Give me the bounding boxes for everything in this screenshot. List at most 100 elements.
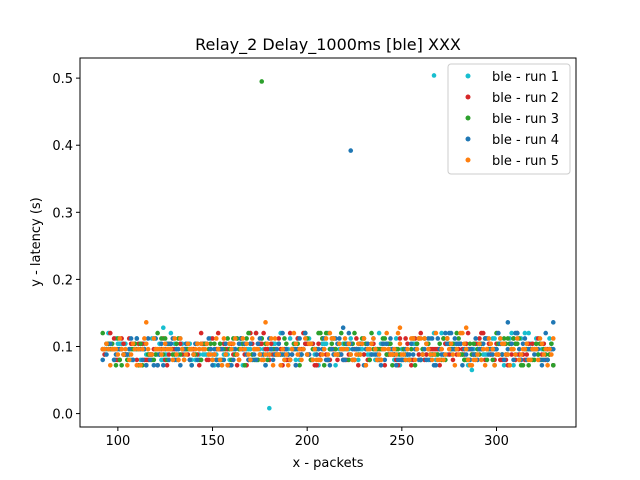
data-point: [276, 352, 282, 357]
data-point: [212, 341, 217, 347]
data-point: [325, 352, 331, 357]
data-point: [282, 336, 287, 341]
data-point: [367, 357, 372, 363]
data-point: [100, 330, 106, 336]
data-point: [111, 336, 117, 341]
data-point: [361, 336, 367, 341]
data-point: [153, 352, 159, 357]
data-point: [134, 362, 140, 368]
data-point: [374, 357, 380, 363]
data-point: [435, 336, 441, 341]
data-point: [217, 357, 223, 363]
data-point: [117, 357, 123, 363]
data-point: [463, 346, 469, 352]
data-point: [143, 362, 149, 368]
data-point: [460, 330, 465, 336]
data-point: [488, 341, 494, 347]
data-point: [448, 330, 454, 336]
data-point: [253, 330, 259, 336]
data-point: [107, 330, 113, 336]
data-point: [253, 357, 259, 363]
data-point: [435, 352, 441, 357]
data-point: [107, 341, 113, 347]
data-point: [261, 357, 266, 363]
points-layer: [100, 73, 556, 411]
data-point: [248, 346, 253, 352]
data-point: [391, 346, 397, 352]
data-point: [371, 336, 376, 341]
data-point: [541, 352, 547, 357]
data-point: [373, 346, 378, 352]
data-point: [439, 346, 444, 352]
data-point: [456, 336, 461, 341]
data-point: [293, 362, 299, 368]
data-point: [145, 336, 151, 341]
data-point: [382, 336, 388, 341]
data-point: [238, 346, 244, 352]
data-point: [386, 346, 391, 352]
data-point: [310, 357, 316, 363]
data-point: [518, 352, 524, 357]
data-point: [355, 362, 361, 368]
data-point-outlier: [469, 367, 475, 373]
data-point: [212, 352, 217, 357]
data-point: [208, 352, 213, 357]
data-point: [223, 341, 229, 347]
data-point: [499, 352, 505, 357]
data-point: [174, 341, 179, 347]
data-point: [352, 330, 357, 336]
data-point: [291, 330, 297, 336]
legend: ble - run 1 ble - run 2 ble - run 3 ble - r…: [447, 63, 571, 175]
y-tick-label: 0.1: [52, 340, 73, 355]
y-tick-label: 0.4: [52, 139, 73, 154]
data-point: [267, 352, 272, 357]
data-point: [477, 341, 482, 347]
data-point: [179, 346, 185, 352]
data-point: [384, 330, 389, 336]
data-point: [486, 336, 492, 341]
data-point: [367, 346, 372, 352]
data-point: [505, 336, 511, 341]
legend-label: ble - run 3: [492, 112, 559, 127]
data-point: [259, 341, 265, 347]
data-point: [193, 346, 198, 352]
data-point: [159, 336, 164, 341]
data-point: [361, 352, 367, 357]
data-point: [454, 330, 460, 336]
data-point: [130, 341, 136, 347]
data-point: [164, 362, 170, 368]
data-point: [297, 336, 302, 341]
data-point: [522, 336, 528, 341]
data-point: [268, 341, 274, 347]
data-point: [189, 362, 194, 368]
data-point: [532, 357, 537, 363]
data-point: [433, 330, 439, 336]
data-point: [246, 330, 251, 336]
legend-label: ble - run 5: [492, 154, 559, 169]
data-point: [409, 362, 414, 368]
data-point: [533, 346, 539, 352]
data-point: [138, 362, 143, 368]
chart-title: Relay_2 Delay_1000ms [ble] XXX: [195, 35, 461, 55]
data-point: [522, 330, 528, 336]
data-point: [221, 357, 227, 363]
data-point: [369, 352, 374, 357]
data-point: [318, 357, 323, 363]
data-point: [195, 341, 200, 347]
data-point: [196, 346, 202, 352]
data-point: [452, 362, 458, 368]
data-point: [365, 341, 371, 347]
data-point: [515, 330, 520, 336]
data-point: [469, 346, 475, 352]
data-point: [490, 346, 496, 352]
data-point: [265, 346, 270, 352]
data-point: [189, 346, 194, 352]
data-point: [509, 352, 514, 357]
data-point: [132, 346, 138, 352]
legend-label: ble - run 2: [492, 91, 559, 106]
data-point: [119, 362, 124, 368]
data-point: [429, 336, 435, 341]
data-point-outlier: [463, 325, 469, 331]
data-point: [187, 357, 193, 363]
